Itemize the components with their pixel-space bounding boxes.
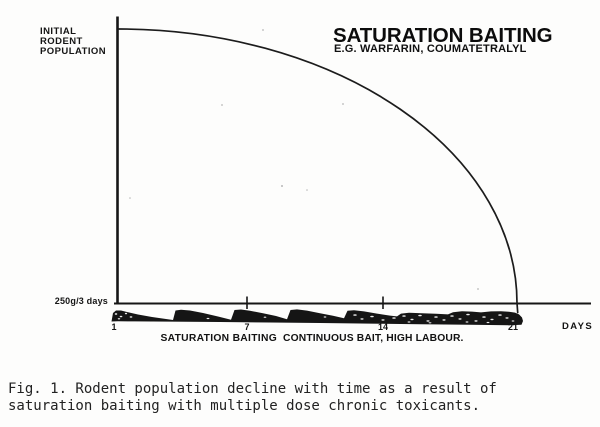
chart-title: SATURATION BAITING <box>333 24 553 47</box>
caption-line2: saturation baiting with multiple dose ch… <box>8 397 481 414</box>
x-axis-label-bold: SATURATION BAITING <box>160 333 278 344</box>
x-axis-unit-label: DAYS <box>562 321 594 332</box>
bait-consumption-band <box>111 309 523 326</box>
population-decline-curve <box>117 28 519 314</box>
population-label-line1: INITIAL <box>40 26 77 37</box>
caption-line1: Fig. 1. Rodent population decline with t… <box>8 381 497 397</box>
chart-subtitle: E.G. WARFARIN, COUMATETRALYL <box>334 42 527 55</box>
x-tick-label-1: 1 <box>111 321 117 332</box>
x-axis-label-rest: CONTINUOUS BAIT, HIGH LABOUR. <box>283 333 464 344</box>
x-tick-label-21: 21 <box>507 321 519 332</box>
x-axis-label: SATURATION BAITING CONTINUOUS BAIT, HIGH … <box>160 333 463 344</box>
population-label-line3: POPULATION <box>40 46 107 58</box>
figure-caption: Fig. 1. Rodent population decline with t… <box>8 381 497 414</box>
y-axis-population-label: INITIAL RODENT POPULATION <box>40 26 107 58</box>
bait-rate-label: 250g/3 days <box>54 295 108 306</box>
x-tick-label-7: 7 <box>244 321 250 332</box>
x-tick-label-14: 14 <box>377 321 389 332</box>
population-label-line2: RODENT <box>40 36 83 48</box>
band-stipple-texture <box>114 312 515 324</box>
scan-noise-specks <box>129 29 479 290</box>
chart-canvas <box>111 16 591 326</box>
